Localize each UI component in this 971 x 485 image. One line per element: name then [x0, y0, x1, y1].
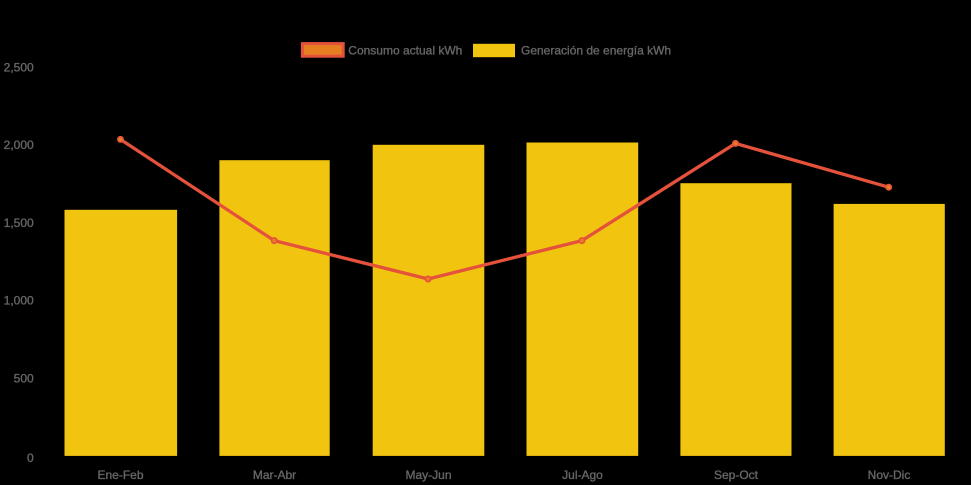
svg-text:1,000: 1,000 [4, 294, 34, 308]
svg-text:Jul-Ago: Jul-Ago [562, 468, 603, 482]
svg-text:Mar-Abr: Mar-Abr [253, 468, 296, 482]
svg-text:Ene-Feb: Ene-Feb [97, 468, 143, 482]
svg-text:May-Jun: May-Jun [405, 468, 451, 482]
svg-text:1,500: 1,500 [4, 216, 34, 230]
svg-text:2,500: 2,500 [4, 60, 34, 74]
svg-text:Nov-Dic: Nov-Dic [868, 468, 911, 482]
svg-text:Sep-Oct: Sep-Oct [714, 468, 759, 482]
svg-text:500: 500 [14, 372, 34, 386]
svg-text:2,000: 2,000 [4, 138, 34, 152]
svg-text:Generación de energía kWh: Generación de energía kWh [521, 43, 671, 57]
svg-text:0: 0 [27, 451, 34, 465]
svg-text:Consumo actual kWh: Consumo actual kWh [348, 43, 462, 57]
